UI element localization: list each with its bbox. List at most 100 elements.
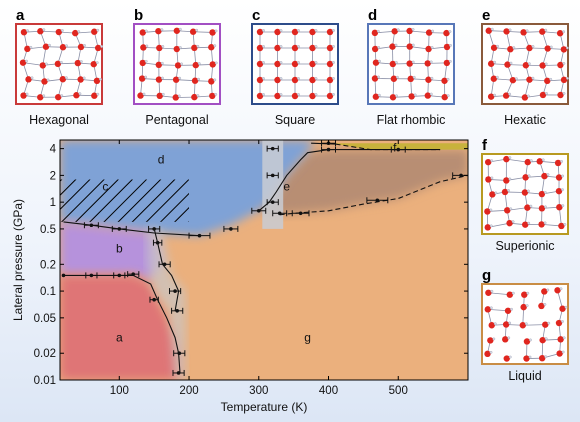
data-marker — [326, 147, 331, 152]
hydrogen-atom — [543, 221, 547, 225]
oxygen-atom — [91, 92, 98, 99]
oxygen-atom — [192, 61, 199, 69]
data-marker — [173, 289, 177, 293]
oxygen-atom — [523, 338, 531, 345]
y-axis-label: Lateral pressure (GPa) — [11, 199, 25, 321]
phase-boundaries — [63, 142, 468, 374]
hydrogen-atom — [527, 94, 530, 98]
hydrogen-atom — [142, 92, 146, 96]
oxygen-atom — [484, 208, 491, 215]
hydrogen-atom — [314, 45, 318, 48]
oxygen-atom — [391, 28, 398, 35]
oxygen-atom — [274, 60, 281, 68]
hydrogen-atom — [562, 62, 566, 65]
oxygen-atom — [291, 60, 299, 68]
hydrogen-atom — [25, 59, 28, 63]
oxygen-atom — [485, 176, 492, 183]
hydrogen-atom — [262, 93, 265, 96]
oxygen-atoms — [371, 27, 452, 101]
hydrogen-atom — [197, 62, 201, 65]
hydrogen-atom — [44, 62, 48, 66]
x-tick-label: 100 — [110, 385, 129, 397]
oxygen-atom — [441, 93, 448, 101]
hydrogen-atom — [525, 29, 529, 33]
oxygen-atom — [389, 60, 397, 68]
data-marker — [176, 371, 181, 375]
oxygen-atom — [555, 174, 563, 181]
hydrogen-atom — [25, 92, 29, 96]
oxygen-atom — [539, 91, 547, 99]
hydrogen-atom — [512, 46, 516, 50]
hydrogen-atom — [531, 45, 535, 48]
oxygen-atom — [406, 43, 413, 50]
oxygen-atom — [55, 28, 63, 36]
oxygen-atom — [291, 76, 299, 84]
x-tick-label: 300 — [249, 385, 268, 397]
region-label-c: c — [102, 179, 108, 193]
oxygen-atom — [371, 45, 379, 53]
data-point — [149, 296, 159, 303]
oxygen-atom — [520, 303, 527, 311]
oxygen-atom — [557, 61, 564, 69]
hydrogen-atom — [59, 60, 63, 64]
oxygen-atom — [309, 60, 316, 68]
region-label-f: f — [393, 141, 397, 155]
oxygen-atom — [59, 75, 67, 83]
hydrogen-atom — [279, 93, 283, 96]
hydrogen-atom — [213, 78, 217, 82]
oxygen-atoms — [484, 155, 567, 231]
hydrogen-atom — [448, 60, 452, 63]
oxygen-atom — [443, 59, 451, 67]
oxygen-atom — [541, 288, 548, 295]
hydrogen-atom — [544, 28, 548, 32]
hydrogen-atom — [511, 220, 515, 224]
phase-boundary-2 — [153, 228, 180, 311]
hydrogen-atom — [314, 93, 318, 96]
hydrogen-atom — [527, 221, 531, 225]
y-tick-label: 1 — [50, 197, 56, 209]
hydrogen-atom — [508, 92, 512, 96]
oxygen-atom — [326, 60, 334, 68]
hydrogen-atom — [561, 350, 565, 354]
oxygen-atom — [425, 45, 432, 53]
oxygen-atom — [24, 45, 31, 53]
data-point — [171, 307, 184, 314]
data-point — [83, 222, 99, 229]
oxygen-atom — [326, 92, 334, 100]
hydrogen-atom — [524, 322, 528, 326]
oxygen-atom — [424, 92, 432, 99]
region-e-fill — [258, 149, 468, 215]
oxygen-atom — [539, 336, 546, 344]
panel-caption: Hexatic — [504, 113, 546, 127]
oxygen-atom — [484, 224, 491, 231]
oxygen-atom — [20, 28, 28, 36]
hydrogen-atom — [262, 77, 265, 80]
oxygen-atom — [556, 30, 564, 37]
oxygen-atom — [291, 44, 299, 52]
oxygen-atom — [443, 29, 450, 37]
plot-area: a b c d e f g 100 200 300 400 500 4 2 1 0.5 0.2 0.1 0.05 0… — [34, 139, 469, 397]
data-point — [390, 146, 406, 153]
hydrogen-atom — [544, 191, 547, 194]
region-c-hatch — [60, 179, 189, 222]
oxygen-atom — [502, 336, 509, 343]
data-marker — [152, 227, 156, 231]
oxygen-atom — [536, 158, 543, 165]
data-marker — [177, 351, 182, 356]
data-point — [127, 271, 140, 278]
data-point — [251, 207, 267, 214]
data-marker — [197, 233, 202, 238]
data-point — [266, 199, 279, 206]
oxygen-atom — [256, 28, 264, 36]
bond — [522, 324, 546, 326]
molecule-network — [371, 27, 452, 101]
data-point — [173, 350, 186, 357]
oxygen-atom — [526, 44, 533, 52]
hydrogen-atom — [563, 223, 567, 226]
hydrogen-atom — [531, 76, 535, 80]
oxygen-atom — [191, 93, 198, 101]
oxygen-atom — [487, 337, 494, 344]
data-marker — [277, 211, 282, 216]
oxygen-atom — [521, 189, 529, 196]
oxygen-atom — [443, 43, 451, 51]
